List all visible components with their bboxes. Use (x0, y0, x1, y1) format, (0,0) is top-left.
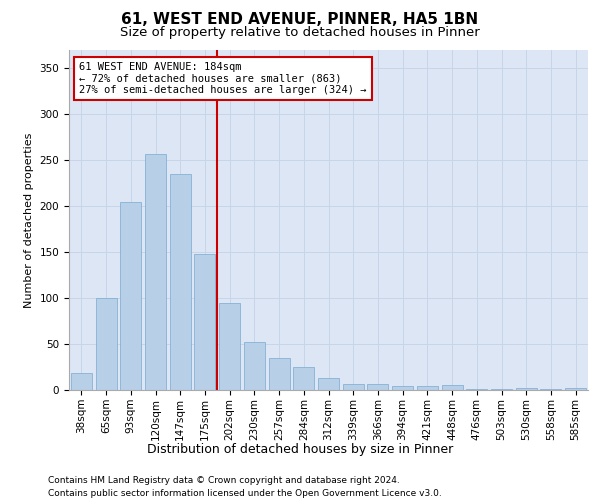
Bar (71, 374, 92, 390)
Text: Distribution of detached houses by size in Pinner: Distribution of detached houses by size … (147, 442, 453, 456)
Bar (95, 298, 116, 390)
Bar (318, 378, 339, 390)
Bar (244, 342, 265, 390)
Text: 61 WEST END AVENUE: 184sqm
← 72% of detached houses are smaller (863)
27% of sem: 61 WEST END AVENUE: 184sqm ← 72% of deta… (79, 62, 367, 95)
Bar (417, 386, 438, 390)
Bar (516, 388, 537, 390)
Bar (565, 388, 586, 390)
Text: 61, WEST END AVENUE, PINNER, HA5 1BN: 61, WEST END AVENUE, PINNER, HA5 1BN (121, 12, 479, 28)
Bar (466, 389, 487, 390)
Text: Contains HM Land Registry data © Crown copyright and database right 2024.
Contai: Contains HM Land Registry data © Crown c… (48, 476, 442, 498)
Bar (343, 384, 364, 390)
Bar (170, 174, 191, 390)
Bar (392, 386, 413, 390)
Bar (194, 254, 215, 390)
Bar (541, 389, 562, 390)
Bar (219, 302, 240, 390)
Y-axis label: Number of detached properties: Number of detached properties (24, 132, 34, 308)
Text: Size of property relative to detached houses in Pinner: Size of property relative to detached ho… (120, 26, 480, 39)
Bar (269, 358, 290, 390)
Bar (293, 367, 314, 390)
Bar (145, 154, 166, 390)
Bar (120, 202, 141, 390)
Bar (367, 384, 388, 390)
Bar (491, 389, 512, 390)
Bar (442, 386, 463, 390)
